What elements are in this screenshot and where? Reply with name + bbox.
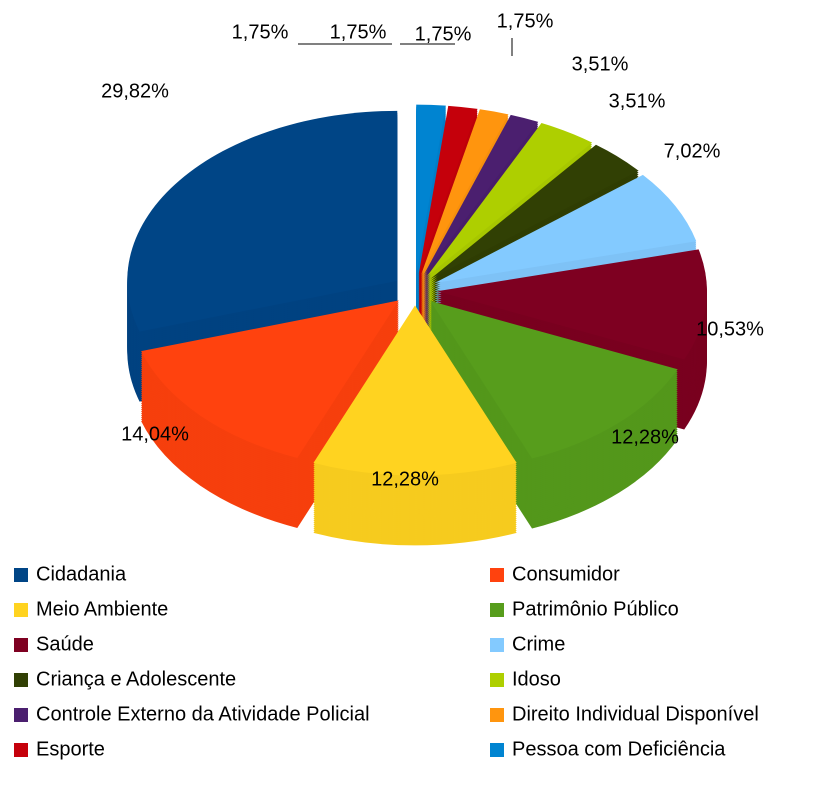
slice [418, 105, 478, 275]
slice [416, 104, 446, 275]
data-label: 14,04% [121, 423, 189, 445]
data-label: 3,51% [609, 90, 666, 112]
legend-swatch [14, 603, 28, 617]
legend-label: Direito Individual Disponível [512, 703, 759, 725]
slice [127, 110, 398, 332]
legend-swatch [490, 603, 504, 617]
legend-label: Idoso [512, 668, 561, 690]
legend-swatch [14, 743, 28, 757]
slice [141, 300, 399, 458]
data-label: 7,02% [664, 140, 721, 162]
legend-swatch [14, 638, 28, 652]
legend-label: Saúde [36, 633, 94, 655]
legend-swatch [490, 638, 504, 652]
slice [420, 109, 509, 276]
slice [423, 114, 539, 276]
legend-label: Meio Ambiente [36, 598, 168, 620]
slice [430, 144, 639, 279]
data-label: 1,75% [330, 21, 387, 43]
legend-label: Patrimônio Público [512, 598, 679, 620]
data-label: 1,75% [232, 21, 289, 43]
legend-swatch [14, 673, 28, 687]
data-label: 10,53% [696, 318, 764, 340]
slice [430, 301, 678, 459]
data-label: 3,51% [572, 53, 629, 75]
legend-swatch [14, 568, 28, 582]
slice [434, 174, 697, 284]
legend-swatch [490, 743, 504, 757]
legend-swatch [14, 708, 28, 722]
data-label: 29,82% [101, 80, 169, 102]
legend-label: Pessoa com Deficiência [512, 738, 726, 760]
data-label: 1,75% [415, 23, 472, 45]
legend-swatch [490, 568, 504, 582]
legend-label: Crime [512, 633, 565, 655]
slice [436, 249, 707, 360]
data-label: 1,75% [497, 10, 554, 32]
legend-swatch [490, 708, 504, 722]
legend-label: Controle Externo da Atividade Policial [36, 703, 370, 725]
legend-label: Consumidor [512, 563, 620, 585]
legend-label: Esporte [36, 738, 105, 760]
data-label: 12,28% [371, 468, 439, 490]
legend-label: Cidadania [36, 563, 127, 585]
legend-swatch [490, 673, 504, 687]
slice [313, 305, 517, 476]
slice [426, 123, 593, 277]
legend-label: Criança e Adolescente [36, 668, 236, 690]
data-label: 12,28% [611, 426, 679, 448]
